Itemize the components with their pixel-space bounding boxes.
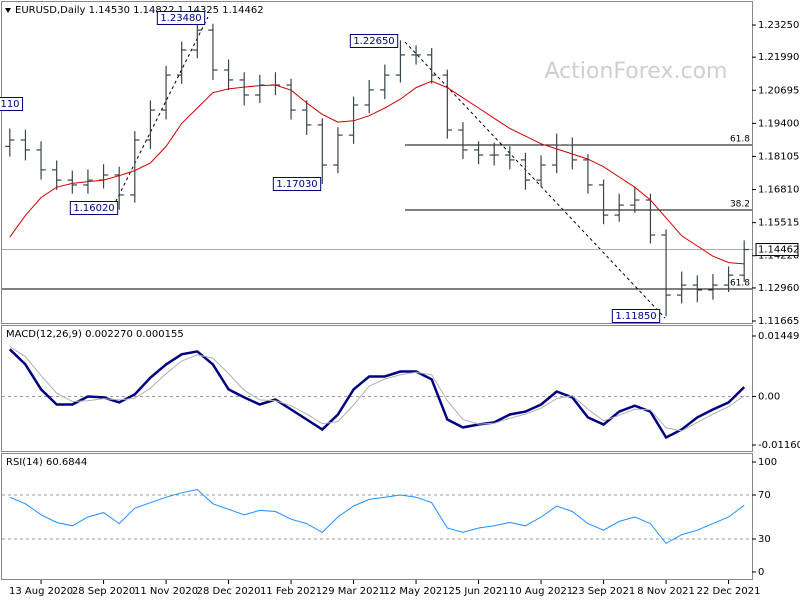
annotation-box: [611, 309, 661, 323]
annotation-label: 1.11850: [615, 311, 656, 322]
x-tick-label: 8 Nov 2021: [637, 586, 695, 597]
x-tick-label: 11 Nov 2020: [134, 586, 198, 597]
annotation-label: 1.17030: [276, 179, 317, 190]
x-tick-label: 22 Dec 2021: [697, 586, 761, 597]
series-line: [9, 488, 745, 545]
y-tick-label: 70: [758, 490, 771, 501]
macd-title: MACD(12,26,9) 0.002270 0.000155: [6, 329, 184, 340]
moving-average: [9, 80, 745, 265]
annotation-label: 1.23480: [160, 13, 201, 24]
x-tick-label: 28 Dec 2020: [197, 586, 261, 597]
x-tick-label: 13 Aug 2020: [9, 586, 73, 597]
y-tick-label: 1.14220: [758, 251, 799, 262]
current-price: 1.14462: [758, 245, 799, 256]
annotation-label: 1.16020: [73, 203, 114, 214]
fib-level-label: 61.8: [730, 279, 750, 289]
x-tick-label: 12 May 2021: [383, 586, 448, 597]
annotation-box: [349, 34, 399, 48]
y-tick-label: 1.16810: [758, 185, 799, 196]
y-tick-label: 1.19400: [758, 118, 799, 129]
annotation-box: [272, 177, 322, 191]
macd-pane: [1, 325, 753, 452]
y-tick-label: 1.21990: [758, 52, 799, 63]
y-tick-label: 0: [758, 567, 764, 578]
annotation-box: [69, 201, 119, 215]
x-tick-label: 10 Aug 2021: [509, 586, 573, 597]
y-tick-label: 1.12960: [758, 283, 799, 294]
x-tick-label: 28 Sep 2020: [72, 586, 135, 597]
y-tick-label: 100: [758, 457, 777, 468]
y-tick-label: 0.014491: [758, 331, 800, 342]
y-tick-label: 1.20695: [758, 85, 799, 96]
y-tick-label: 0.00: [758, 392, 780, 403]
series-line: [8, 348, 746, 440]
fib-level-label: 61.8: [730, 135, 750, 145]
annotation-box: [0, 97, 24, 111]
series-line: [9, 345, 745, 432]
rsi-title: RSI(14) 60.6844: [6, 457, 87, 468]
annotation-label: 110: [0, 99, 19, 110]
x-tick-label: 29 Mar 2021: [322, 586, 385, 597]
y-tick-label: 1.18105: [758, 151, 799, 162]
y-tick-label: -0.011603: [758, 440, 800, 451]
y-tick-label: 1.15515: [758, 218, 799, 229]
x-tick-label: 11 Feb 2021: [260, 586, 322, 597]
price-pane: [1, 1, 753, 324]
price-box: [755, 243, 799, 257]
y-tick-label: 1.23250: [758, 20, 799, 31]
annotation-label: 1.22650: [353, 36, 394, 47]
annotation-box: [156, 11, 206, 25]
title-arrow: [5, 8, 11, 13]
price-title: EURUSD,Daily 1.14530 1.14822 1.14325 1.1…: [15, 5, 264, 16]
x-tick-label: 23 Sep 2021: [572, 586, 635, 597]
x-tick-label: 25 Jun 2021: [448, 586, 508, 597]
y-tick-label: 30: [758, 534, 771, 545]
rsi-pane: [1, 453, 753, 580]
watermark: ActionForex.com: [545, 59, 728, 84]
y-tick-label: 1.11665: [758, 316, 799, 327]
fib-level-label: 38.2: [730, 200, 750, 210]
